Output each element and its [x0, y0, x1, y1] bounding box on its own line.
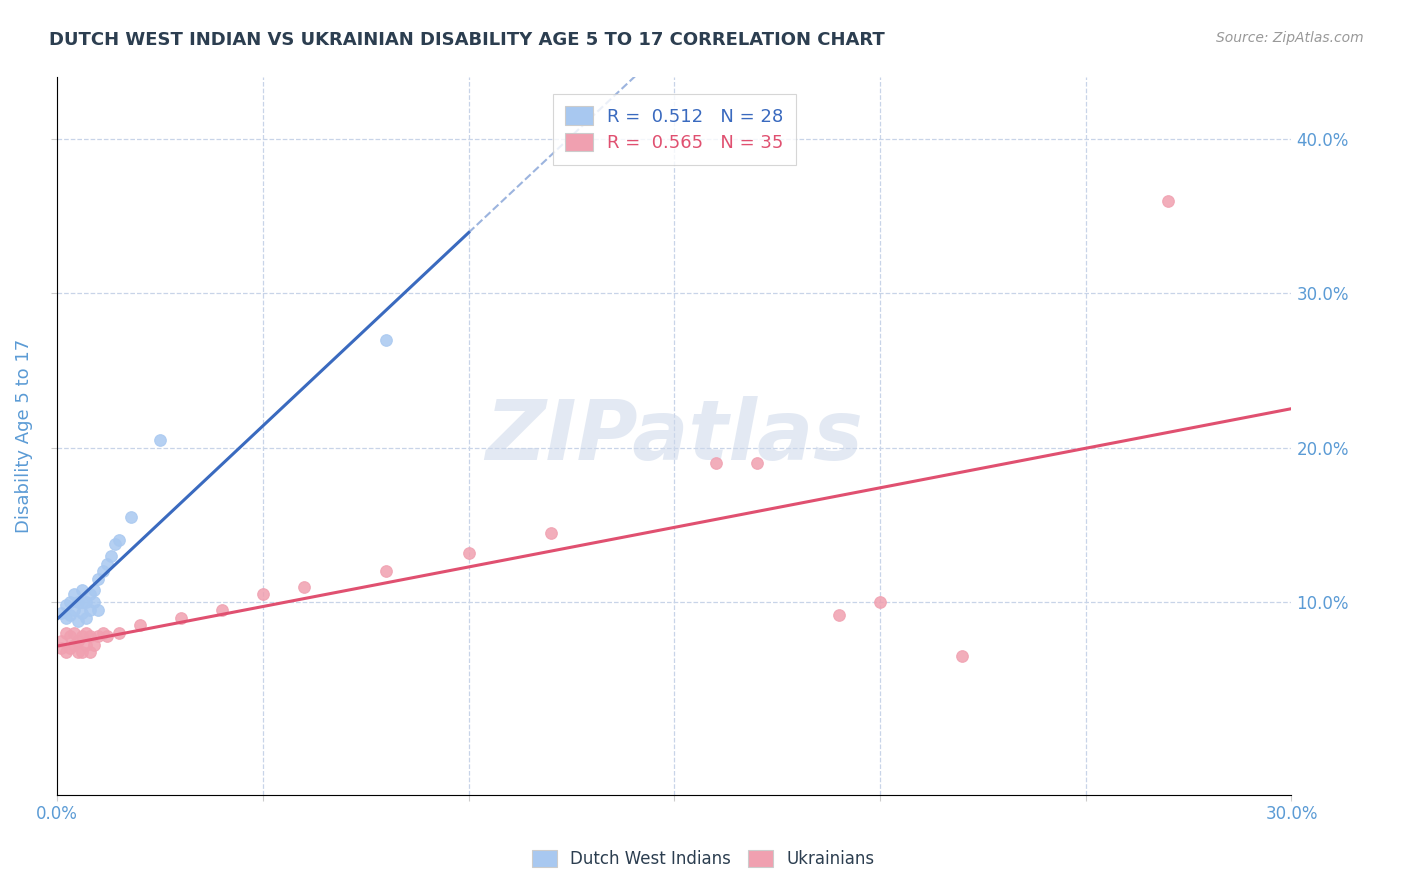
Point: [66, 595, 89, 609]
Point: [540, 525, 562, 540]
Point: [128, 618, 150, 632]
Point: [79, 603, 101, 617]
Point: [51, 641, 73, 656]
Y-axis label: Disability Age 5 to 17: Disability Age 5 to 17: [15, 339, 32, 533]
Text: DUTCH WEST INDIAN VS UKRAINIAN DISABILITY AGE 5 TO 17 CORRELATION CHART: DUTCH WEST INDIAN VS UKRAINIAN DISABILIT…: [49, 31, 884, 49]
Legend: R =  0.512   N = 28, R =  0.565   N = 35: R = 0.512 N = 28, R = 0.565 N = 35: [553, 94, 796, 165]
Point: [59, 595, 82, 609]
Point: [75, 639, 97, 653]
Point: [91, 626, 114, 640]
Point: [59, 641, 82, 656]
Point: [120, 510, 142, 524]
Point: [70, 582, 93, 597]
Point: [83, 639, 105, 653]
Point: [66, 644, 89, 658]
Point: [457, 546, 479, 560]
Point: [79, 587, 101, 601]
Point: [87, 603, 110, 617]
Point: [745, 456, 768, 470]
Point: [252, 587, 274, 601]
Point: [62, 587, 84, 601]
Point: [62, 626, 84, 640]
Point: [292, 580, 315, 594]
Point: [87, 629, 110, 643]
Point: [66, 614, 89, 628]
Point: [66, 633, 89, 648]
Point: [70, 644, 93, 658]
Point: [1157, 194, 1180, 208]
Point: [51, 606, 73, 620]
Point: [828, 607, 851, 622]
Point: [83, 582, 105, 597]
Point: [83, 595, 105, 609]
Point: [59, 607, 82, 622]
Point: [62, 639, 84, 653]
Point: [87, 572, 110, 586]
Point: [91, 564, 114, 578]
Text: ZIPatlas: ZIPatlas: [485, 396, 863, 476]
Point: [950, 649, 973, 664]
Point: [55, 626, 77, 640]
Point: [211, 603, 233, 617]
Point: [59, 629, 82, 643]
Point: [100, 549, 122, 563]
Point: [149, 433, 172, 447]
Point: [62, 603, 84, 617]
Text: Source: ZipAtlas.com: Source: ZipAtlas.com: [1216, 31, 1364, 45]
Point: [75, 626, 97, 640]
Point: [70, 629, 93, 643]
Point: [75, 610, 97, 624]
Point: [170, 610, 193, 624]
Point: [96, 629, 118, 643]
Point: [869, 595, 891, 609]
Point: [51, 633, 73, 648]
Point: [55, 644, 77, 658]
Point: [375, 564, 398, 578]
Point: [79, 644, 101, 658]
Point: [108, 533, 131, 548]
Point: [79, 629, 101, 643]
Point: [75, 595, 97, 609]
Point: [108, 626, 131, 640]
Point: [704, 456, 727, 470]
Point: [104, 536, 127, 550]
Point: [55, 599, 77, 613]
Point: [375, 333, 398, 347]
Point: [96, 557, 118, 571]
Point: [70, 606, 93, 620]
Point: [55, 610, 77, 624]
Legend: Dutch West Indians, Ukrainians: Dutch West Indians, Ukrainians: [526, 843, 880, 875]
Point: [70, 595, 93, 609]
